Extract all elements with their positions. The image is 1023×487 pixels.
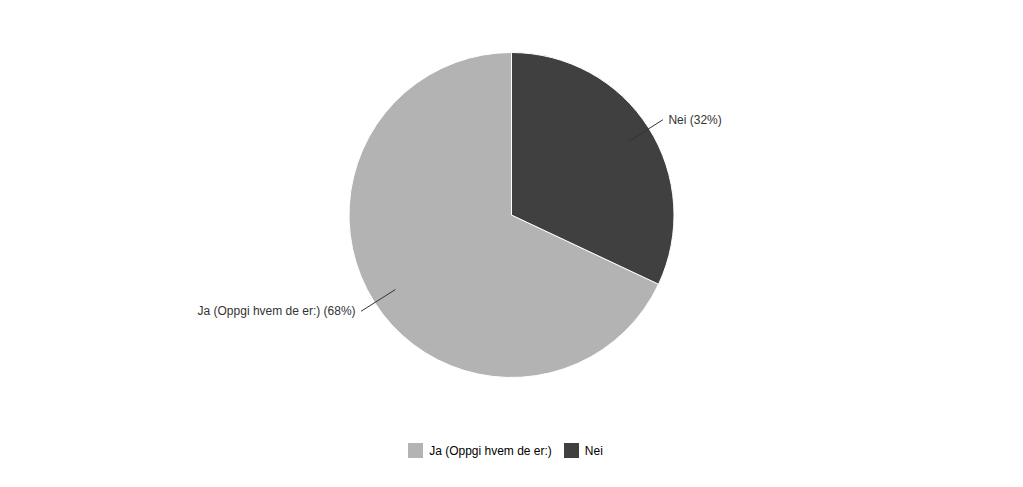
svg-text:Nei (32%): Nei (32%): [668, 113, 721, 127]
html-text:Ja (Oppgi hvem de er:): Ja (Oppgi hvem de er:): [429, 443, 552, 458]
html-text:Nei: Nei: [584, 443, 603, 458]
svg-text:Ja (Oppgi hvem de er:) (68%): Ja (Oppgi hvem de er:) (68%): [198, 304, 356, 318]
